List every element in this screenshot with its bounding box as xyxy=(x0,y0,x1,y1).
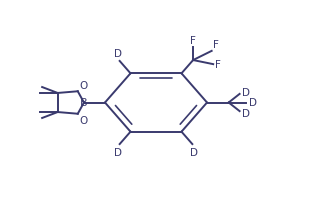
Text: F: F xyxy=(190,36,196,46)
Text: D: D xyxy=(242,88,250,98)
Text: D: D xyxy=(242,108,250,118)
Text: O: O xyxy=(79,116,88,126)
Text: B: B xyxy=(80,98,88,108)
Text: D: D xyxy=(190,147,198,157)
Text: F: F xyxy=(213,40,219,50)
Text: D: D xyxy=(114,49,122,59)
Text: D: D xyxy=(114,147,122,157)
Text: D: D xyxy=(249,98,257,108)
Text: F: F xyxy=(215,60,221,70)
Text: O: O xyxy=(79,80,88,90)
